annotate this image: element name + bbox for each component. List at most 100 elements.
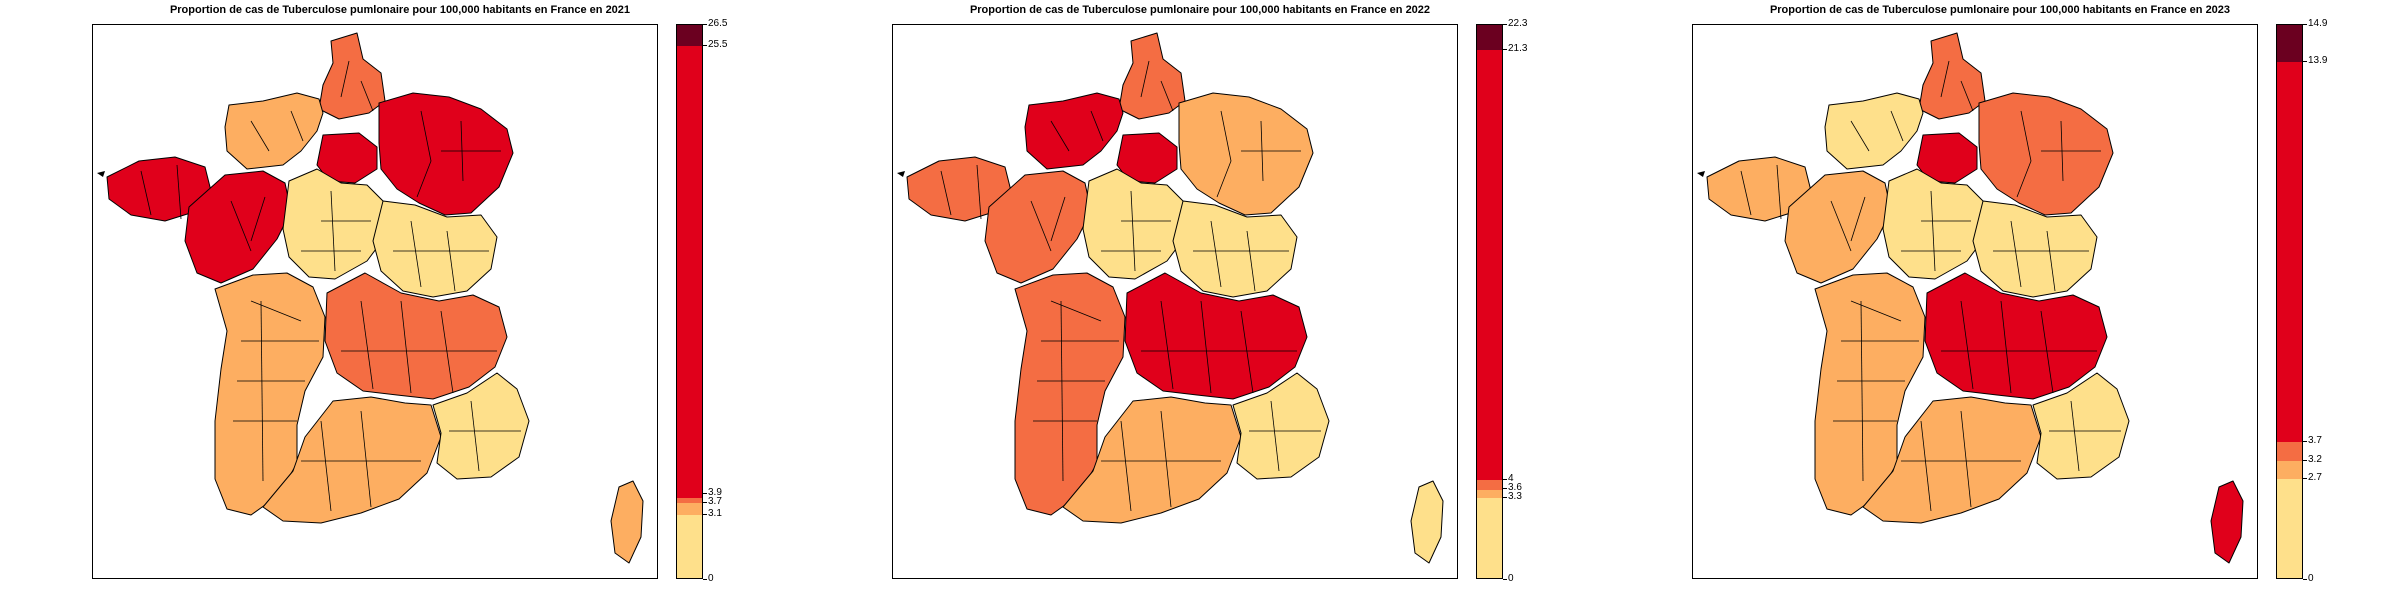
legend-tick-label: 13.9 xyxy=(2302,55,2328,67)
legend-tick-label: 4 xyxy=(1503,472,1514,484)
department-border xyxy=(400,300,412,394)
department-border xyxy=(470,400,480,472)
region-corse xyxy=(1410,480,1444,564)
legend-band-class-5 xyxy=(677,25,702,46)
legend-tick-label: 26.5 xyxy=(702,18,728,29)
region-ile-de-france xyxy=(1916,132,1978,184)
department-border xyxy=(1240,310,1254,394)
department-border xyxy=(1930,190,1936,272)
department-border xyxy=(2046,230,2056,292)
legend-band-class-3 xyxy=(1477,480,1502,491)
department-border xyxy=(1940,60,1950,98)
department-border xyxy=(1740,170,1752,216)
department-border xyxy=(446,230,456,292)
region-auvergne-rhone-alpes xyxy=(1924,272,2108,400)
department-border xyxy=(1776,164,1782,220)
legend-tick-label: 3.6 xyxy=(1503,481,1522,493)
department-border xyxy=(1860,300,1864,482)
region-grand-est xyxy=(1978,92,2114,216)
legend-band-class-5 xyxy=(2277,25,2302,63)
department-border xyxy=(250,120,270,152)
legend-tick-label: 0 xyxy=(1503,573,1514,584)
island-mark xyxy=(1697,171,1705,177)
department-border xyxy=(1160,410,1172,508)
department-border xyxy=(416,110,432,198)
region-normandie xyxy=(1824,92,1924,170)
legend-tick-label: 21.3 xyxy=(1502,42,1528,54)
legend-tick-label: 0 xyxy=(2303,573,2314,584)
department-border xyxy=(360,300,374,390)
department-border xyxy=(1060,300,1064,482)
department-border xyxy=(1960,80,1974,112)
region-grand-est xyxy=(1178,92,1314,216)
department-border xyxy=(1830,200,1852,252)
department-border xyxy=(1960,410,1972,508)
department-border xyxy=(1030,200,1052,252)
map-panel-2021: Proportion de cas de Tuberculose pumlona… xyxy=(0,0,800,600)
region-ile-de-france xyxy=(1116,132,1178,184)
france-map-2023 xyxy=(1697,32,2244,564)
legend-band-class-4 xyxy=(677,45,702,499)
france-map-2021 xyxy=(97,32,644,564)
region-corse xyxy=(610,480,644,564)
legend-band-class-2 xyxy=(2277,460,2302,480)
department-border xyxy=(2040,310,2054,394)
region-occitanie xyxy=(1062,396,1242,524)
department-border xyxy=(1850,196,1866,242)
legend-band-class-1 xyxy=(2277,479,2302,578)
region-occitanie xyxy=(1862,396,2042,524)
region-grand-est xyxy=(378,92,514,216)
region-normandie xyxy=(1024,92,1124,170)
department-border xyxy=(1960,300,1974,390)
legend-bar-2023 xyxy=(2276,24,2303,579)
department-border xyxy=(1210,220,1222,288)
legend-band-class-2 xyxy=(1477,490,1502,498)
department-border xyxy=(1050,120,1070,152)
legend-tick-label: 3.2 xyxy=(2303,453,2322,465)
region-hauts-de-france xyxy=(1918,32,1986,120)
department-border xyxy=(410,220,422,288)
map-frame-2021 xyxy=(92,24,658,579)
legend-tick-label: 3.9 xyxy=(703,486,722,498)
island-mark xyxy=(897,171,905,177)
legend-band-class-4 xyxy=(1477,49,1502,481)
island-mark xyxy=(97,171,105,177)
region-auvergne-rhone-alpes xyxy=(324,272,508,400)
legend-bar-2021 xyxy=(676,24,703,579)
department-border xyxy=(1850,300,1902,322)
department-border xyxy=(360,410,372,508)
department-border xyxy=(2016,110,2032,198)
legend-tick-label: 3.1 xyxy=(703,508,722,520)
department-border xyxy=(260,300,264,482)
map-title-2021: Proportion de cas de Tuberculose pumlona… xyxy=(169,4,631,16)
department-border xyxy=(330,190,336,272)
legend-band-class-2 xyxy=(677,502,702,516)
department-border xyxy=(1160,300,1174,390)
department-border xyxy=(2000,300,2012,394)
region-normandie xyxy=(224,92,324,170)
france-map-2022 xyxy=(897,32,1444,564)
region-bourgogne-franche-comte xyxy=(1172,200,1298,298)
region-paca xyxy=(2032,372,2130,480)
legend-bar-2022 xyxy=(1476,24,1503,579)
legend-band-class-5 xyxy=(1477,25,1502,50)
department-border xyxy=(1246,230,1256,292)
region-bourgogne-franche-comte xyxy=(372,200,498,298)
department-border xyxy=(360,80,374,112)
legend-band-class-4 xyxy=(2277,62,2302,443)
region-centre-val-de-loire xyxy=(1082,168,1188,280)
department-border xyxy=(1130,190,1136,272)
department-border xyxy=(2010,220,2022,288)
legend-tick-label: 0 xyxy=(703,573,714,584)
department-border xyxy=(250,196,266,242)
department-border xyxy=(1090,110,1104,142)
department-border xyxy=(320,420,332,512)
region-paca xyxy=(432,372,530,480)
department-border xyxy=(1850,120,1870,152)
legend-band-class-1 xyxy=(677,515,702,578)
department-border xyxy=(1050,300,1102,322)
region-corse xyxy=(2210,480,2244,564)
department-border xyxy=(340,60,350,98)
department-border xyxy=(140,170,152,216)
region-auvergne-rhone-alpes xyxy=(1124,272,1308,400)
